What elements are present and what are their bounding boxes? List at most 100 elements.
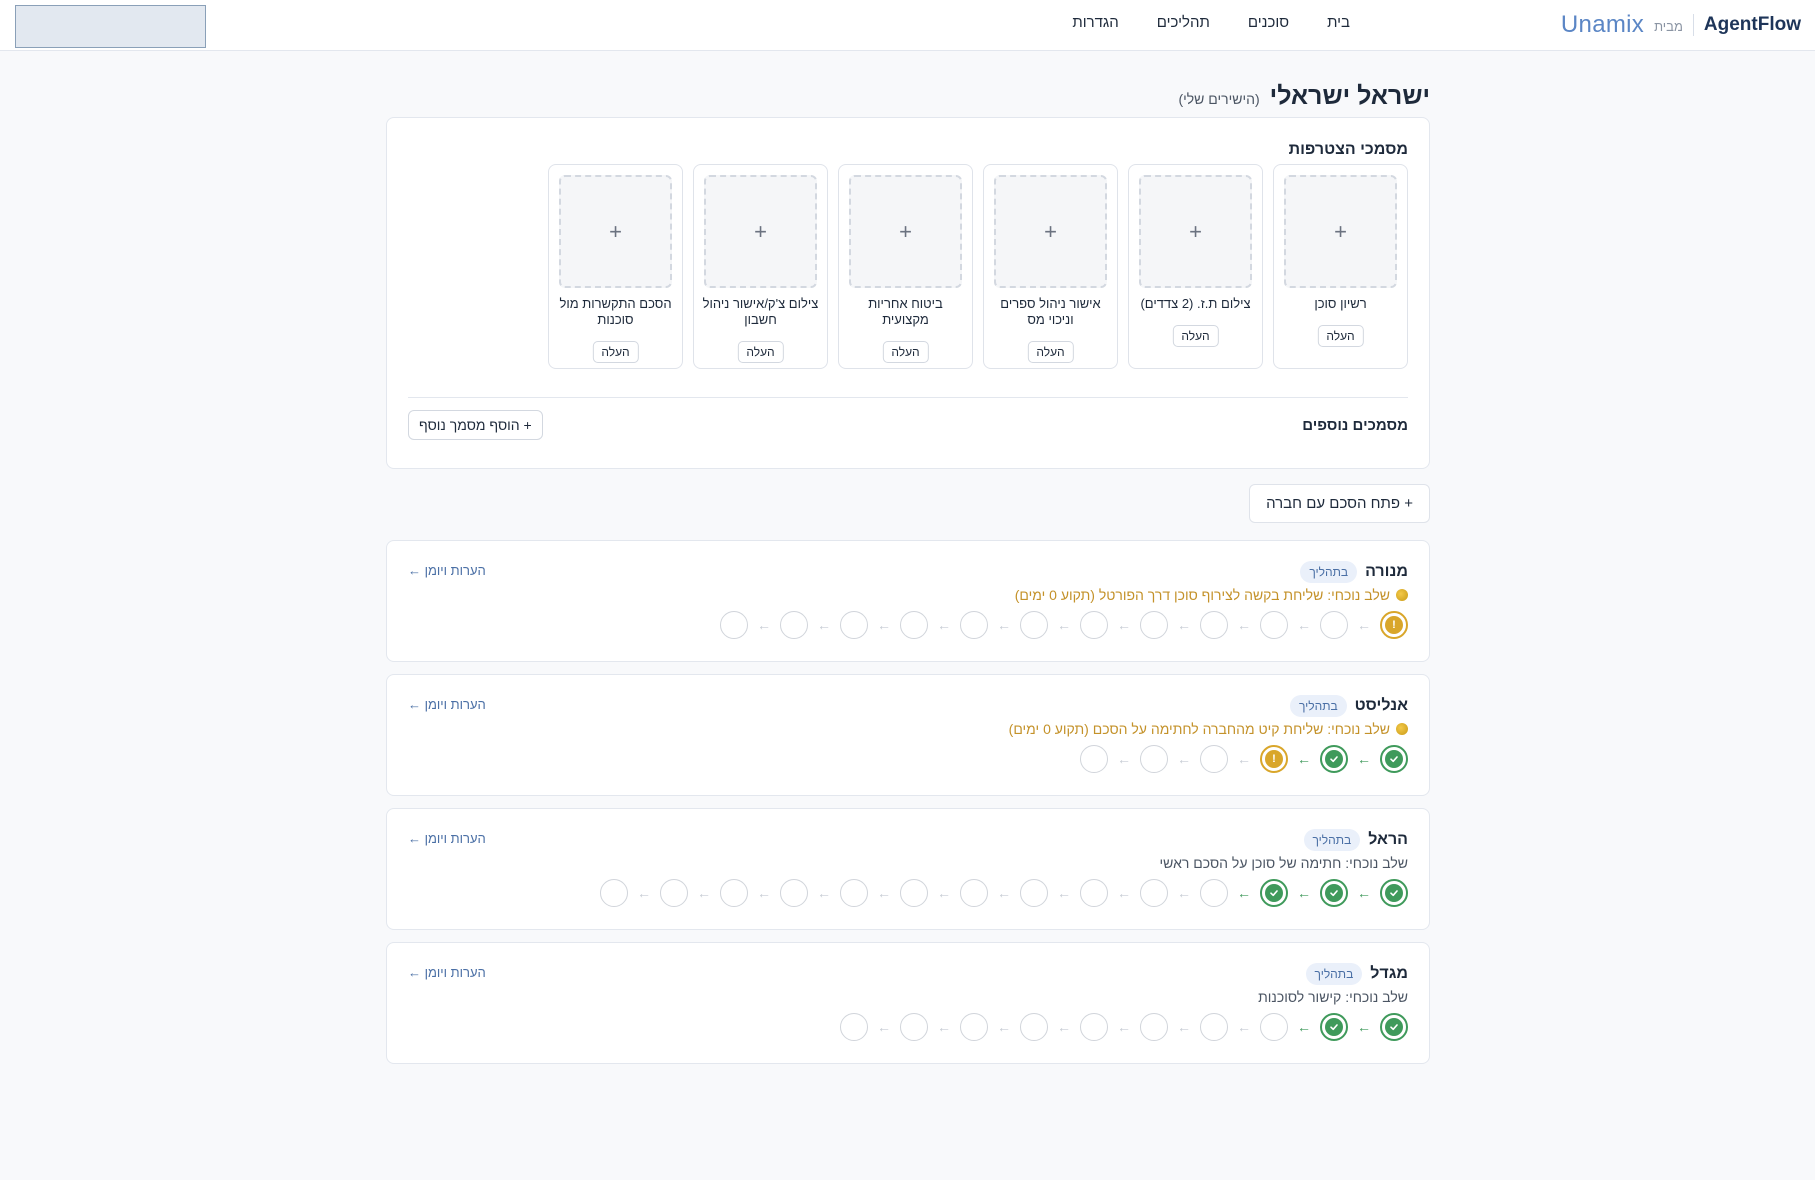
upload-dropzone[interactable]: +	[994, 175, 1107, 288]
nav-item-agents[interactable]: סוכנים	[1247, 14, 1290, 31]
arrow-left-icon: ←	[1057, 617, 1071, 633]
process-step[interactable]	[1200, 611, 1228, 639]
arrow-left-icon: ←	[1117, 617, 1131, 633]
process-step[interactable]	[780, 611, 808, 639]
process-step[interactable]	[1020, 1013, 1048, 1041]
process-step[interactable]	[1140, 879, 1168, 907]
notes-and-log-link[interactable]: הערות ויומן ←	[408, 965, 486, 980]
process-step[interactable]	[900, 611, 928, 639]
process-step[interactable]	[1140, 611, 1168, 639]
process-step[interactable]	[720, 611, 748, 639]
notes-and-log-link[interactable]: הערות ויומן ←	[408, 831, 486, 846]
process-step[interactable]	[1020, 611, 1048, 639]
add-document-button[interactable]: + הוסף מסמך נוסף	[408, 410, 543, 440]
arrow-left-icon: ←	[1177, 1019, 1191, 1035]
arrow-left-icon: ←	[997, 885, 1011, 901]
process-step[interactable]	[1380, 745, 1408, 773]
process-step[interactable]	[780, 879, 808, 907]
process-step[interactable]	[960, 611, 988, 639]
process-step[interactable]	[1080, 879, 1108, 907]
arrow-left-icon: ←	[877, 885, 891, 901]
notes-and-log-link[interactable]: הערות ויומן ←	[408, 697, 486, 712]
upload-dropzone[interactable]: +	[1284, 175, 1397, 288]
arrow-left-icon: ←	[637, 885, 651, 901]
process-step[interactable]	[960, 1013, 988, 1041]
process-step[interactable]: !	[1380, 611, 1408, 639]
process-step[interactable]	[840, 611, 868, 639]
brand-divider	[1692, 14, 1694, 36]
process-step[interactable]	[840, 879, 868, 907]
process-step[interactable]	[1140, 1013, 1168, 1041]
company-name: אנליסט	[1354, 697, 1408, 714]
current-stage: שלב נוכחי: קישור לסוכנות	[1258, 989, 1408, 1005]
arrow-left-icon: ←	[997, 617, 1011, 633]
upload-button[interactable]: העלה	[1317, 325, 1364, 347]
process-step[interactable]	[1020, 879, 1048, 907]
process-step[interactable]	[1320, 879, 1348, 907]
brand-by-label: מבית	[1654, 18, 1683, 34]
document-label: אישור ניהול ספרים וניכוי מס	[1000, 296, 1101, 327]
company-card: הראל בתהליך הערות ויומן ← שלב נוכחי: חתימה …	[386, 808, 1430, 930]
process-step[interactable]	[1260, 1013, 1288, 1041]
arrow-left-icon: ←	[1237, 885, 1251, 901]
upload-button[interactable]: העלה	[882, 341, 929, 363]
upload-dropzone[interactable]: +	[704, 175, 817, 288]
plus-icon: +	[1044, 218, 1057, 244]
current-stage-text: שלב נוכחי: קישור לסוכנות	[1258, 989, 1408, 1005]
plus-icon: +	[609, 218, 622, 244]
section-divider	[408, 397, 1408, 398]
process-step[interactable]	[900, 1013, 928, 1041]
top-bar: בית סוכנים תהליכים הגדרות AgentFlow מבית…	[0, 0, 1815, 51]
upload-dropzone[interactable]: +	[849, 175, 962, 288]
process-step[interactable]	[720, 879, 748, 907]
status-badge: בתהליך	[1303, 829, 1361, 851]
upload-button[interactable]: העלה	[1027, 341, 1074, 363]
company-header: מגדל בתהליך	[1305, 962, 1408, 986]
document-tile: + ביטוח אחריות מקצועית העלה	[838, 164, 973, 369]
process-step[interactable]	[900, 879, 928, 907]
process-step[interactable]	[1380, 1013, 1408, 1041]
search-box-placeholder[interactable]	[15, 5, 206, 48]
process-step[interactable]	[1320, 611, 1348, 639]
process-step[interactable]	[660, 879, 688, 907]
process-step[interactable]	[1080, 611, 1108, 639]
upload-button[interactable]: העלה	[1172, 325, 1219, 347]
process-step[interactable]	[1380, 879, 1408, 907]
nav-item-processes[interactable]: תהליכים	[1156, 14, 1210, 31]
upload-dropzone[interactable]: +	[559, 175, 672, 288]
company-name: הראל	[1368, 831, 1408, 848]
process-step[interactable]: !	[1260, 745, 1288, 773]
nav-item-home[interactable]: בית	[1327, 14, 1350, 31]
process-step[interactable]	[1200, 879, 1228, 907]
process-step[interactable]	[1320, 1013, 1348, 1041]
process-step[interactable]	[960, 879, 988, 907]
additional-documents-title: מסמכים נוספים	[1302, 417, 1408, 434]
open-agreement-button[interactable]: + פתח הסכם עם חברה	[1249, 484, 1430, 523]
arrow-left-icon: ←	[1297, 617, 1311, 633]
current-stage-text: שלב נוכחי: חתימה של סוכן על הסכם ראשי	[1159, 855, 1408, 871]
process-step[interactable]	[1320, 745, 1348, 773]
nav-item-settings[interactable]: הגדרות	[1072, 14, 1119, 31]
company-card: מגדל בתהליך הערות ויומן ← שלב נוכחי: קישור …	[386, 942, 1430, 1064]
process-step[interactable]	[1260, 611, 1288, 639]
check-icon	[1385, 884, 1403, 902]
document-label: רשיון סוכן	[1314, 296, 1367, 311]
process-step[interactable]	[1080, 1013, 1108, 1041]
process-step[interactable]	[1200, 1013, 1228, 1041]
check-icon	[1385, 750, 1403, 768]
process-step[interactable]	[1200, 745, 1228, 773]
process-step[interactable]	[1080, 745, 1108, 773]
warning-dot-icon	[1396, 723, 1408, 735]
arrow-left-icon: ←	[1237, 751, 1251, 767]
upload-button[interactable]: העלה	[592, 341, 639, 363]
notes-and-log-link[interactable]: הערות ויומן ←	[408, 563, 486, 578]
process-step[interactable]	[840, 1013, 868, 1041]
upload-button[interactable]: העלה	[737, 341, 784, 363]
upload-dropzone[interactable]: +	[1139, 175, 1252, 288]
company-name: מגדל	[1370, 965, 1408, 982]
arrow-left-icon: ←	[697, 885, 711, 901]
process-step[interactable]	[600, 879, 628, 907]
brand-logo[interactable]: AgentFlow מבית Unamix	[1561, 11, 1801, 38]
process-step[interactable]	[1260, 879, 1288, 907]
process-step[interactable]	[1140, 745, 1168, 773]
